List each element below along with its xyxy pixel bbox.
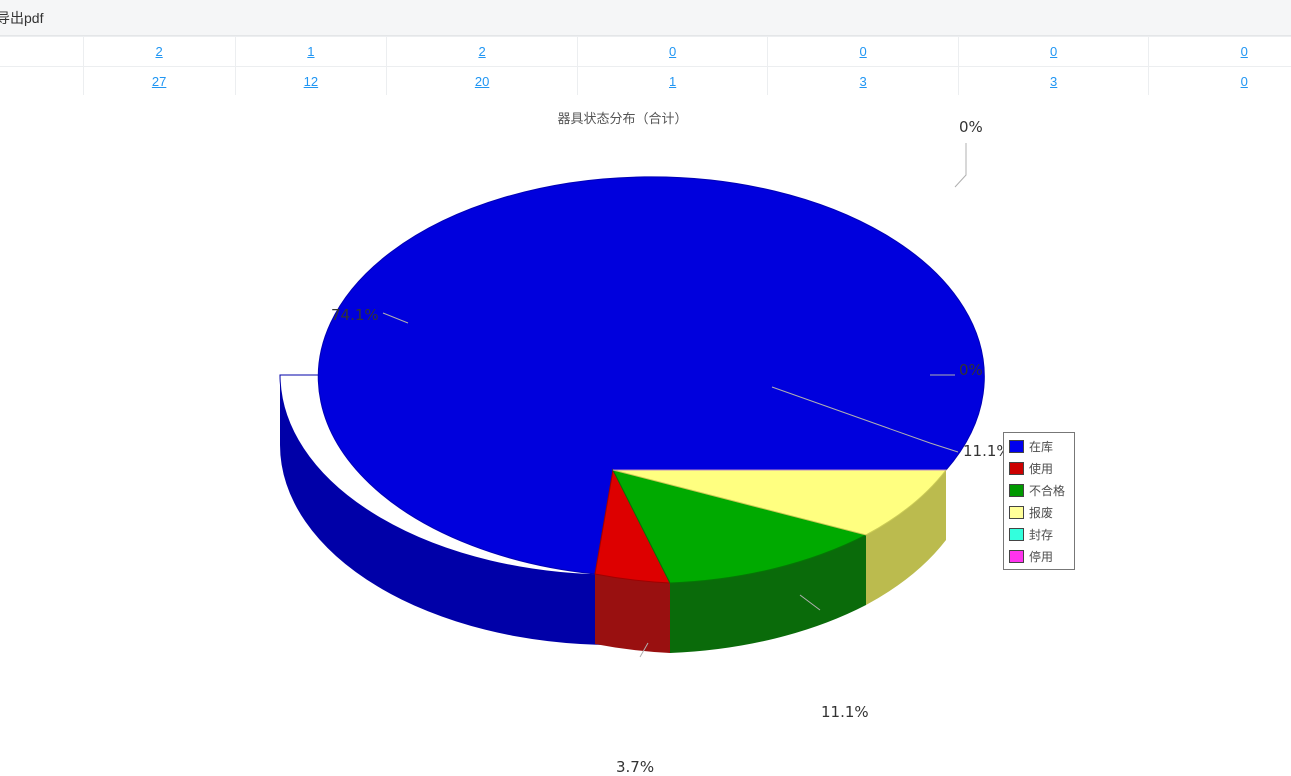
table-cell: 20 bbox=[386, 66, 578, 97]
legend-swatch-icon bbox=[1009, 527, 1024, 541]
table-cell: 3 bbox=[767, 66, 959, 97]
legend-label: 在库 bbox=[1029, 439, 1054, 454]
slice-top-baofei bbox=[612, 469, 948, 536]
table-cell: 27 bbox=[83, 66, 236, 97]
slice-label-baofei: 11.1% bbox=[963, 442, 1011, 460]
cell-link[interactable]: 0 bbox=[668, 44, 677, 59]
cell-link[interactable]: 3 bbox=[1050, 74, 1058, 89]
cell-link[interactable]: 1 bbox=[668, 74, 677, 89]
leader-line-buhege bbox=[799, 594, 821, 611]
legend-swatch-icon bbox=[1009, 461, 1024, 475]
export-pdf-link[interactable]: 导出pdf bbox=[0, 10, 44, 26]
legend-item-buhege[interactable]: 不合格 bbox=[1009, 481, 1070, 499]
slice-top-buhege bbox=[612, 469, 868, 584]
cell-link[interactable]: 12 bbox=[303, 74, 319, 89]
legend-item-zaiku[interactable]: 在库 bbox=[1009, 437, 1070, 455]
leader-line-baofei bbox=[771, 386, 959, 453]
slice-side-baofei bbox=[866, 470, 946, 605]
cell-link[interactable]: 0 bbox=[1240, 44, 1248, 59]
slice-label-tingyong: 0% bbox=[959, 361, 983, 379]
table-row: 27 12 20 1 3 3 0 bbox=[0, 66, 1291, 97]
table-cell: 0 bbox=[767, 36, 959, 67]
row-label-cell bbox=[0, 36, 84, 67]
table-cell: 1 bbox=[577, 66, 769, 97]
cell-link[interactable]: 1 bbox=[307, 44, 315, 59]
row-label-cell bbox=[0, 66, 84, 97]
legend-label: 停用 bbox=[1029, 549, 1054, 564]
table-cell: 0 bbox=[1148, 36, 1291, 67]
slice-label-buhege: 11.1% bbox=[821, 703, 869, 721]
leader-line-shiyong bbox=[639, 642, 649, 658]
cell-link[interactable]: 20 bbox=[474, 74, 490, 89]
leader-line-fengcun bbox=[954, 143, 967, 188]
table-cell: 2 bbox=[83, 36, 236, 67]
legend-swatch-icon bbox=[1009, 439, 1024, 453]
table-cell: 0 bbox=[577, 36, 769, 67]
chart-title: 器具状态分布（合计） bbox=[557, 112, 688, 127]
cell-link[interactable]: 0 bbox=[859, 44, 867, 59]
table-cell: 2 bbox=[386, 36, 578, 67]
table-cell: 0 bbox=[958, 36, 1150, 67]
table-cell: 12 bbox=[235, 66, 388, 97]
table-cell: 3 bbox=[958, 66, 1150, 97]
slice-label-zaiku: 74.1% bbox=[331, 306, 379, 324]
statistics-table: 2 1 2 0 0 0 0 27 12 20 1 3 3 0 bbox=[0, 36, 1291, 97]
slice-top-zaiku bbox=[317, 176, 985, 575]
cell-link[interactable]: 2 bbox=[155, 44, 163, 59]
legend-item-tingyong[interactable]: 停用 bbox=[1009, 547, 1070, 565]
slice-side-buhege bbox=[670, 535, 866, 653]
slice-side-shiyong bbox=[595, 574, 670, 653]
cell-link[interactable]: 0 bbox=[1240, 74, 1248, 89]
legend-swatch-icon bbox=[1009, 549, 1024, 563]
chart-legend: 在库 使用 不合格 报废 封存 停用 bbox=[1003, 432, 1075, 570]
table-cell: 0 bbox=[1148, 66, 1291, 97]
slice-side-zaiku-2 bbox=[280, 375, 613, 645]
legend-swatch-icon bbox=[1009, 483, 1024, 497]
legend-item-shiyong[interactable]: 使用 bbox=[1009, 459, 1070, 477]
legend-swatch-icon bbox=[1009, 505, 1024, 519]
legend-item-baofei[interactable]: 报废 bbox=[1009, 503, 1070, 521]
cell-link[interactable]: 3 bbox=[859, 74, 867, 89]
cell-link[interactable]: 0 bbox=[1050, 44, 1058, 59]
cell-link[interactable]: 27 bbox=[151, 74, 167, 89]
table-cell: 1 bbox=[235, 36, 388, 67]
legend-label: 报废 bbox=[1029, 505, 1054, 520]
leader-line-zaiku bbox=[382, 312, 409, 324]
legend-label: 不合格 bbox=[1029, 483, 1066, 498]
cell-link[interactable]: 2 bbox=[478, 44, 486, 59]
legend-item-fengcun[interactable]: 封存 bbox=[1009, 525, 1070, 543]
pie-chart-graphic bbox=[279, 143, 985, 658]
table-row: 2 1 2 0 0 0 0 bbox=[0, 36, 1291, 67]
slice-label-fengcun: 0% bbox=[959, 118, 983, 136]
pie-chart-container: 器具状态分布（合计） 74.1% 0% 0% bbox=[0, 95, 1291, 776]
legend-label: 封存 bbox=[1029, 527, 1054, 542]
toolbar: 导出pdf bbox=[0, 0, 1291, 36]
slice-label-shiyong: 3.7% bbox=[616, 758, 655, 776]
legend-label: 使用 bbox=[1029, 461, 1054, 476]
